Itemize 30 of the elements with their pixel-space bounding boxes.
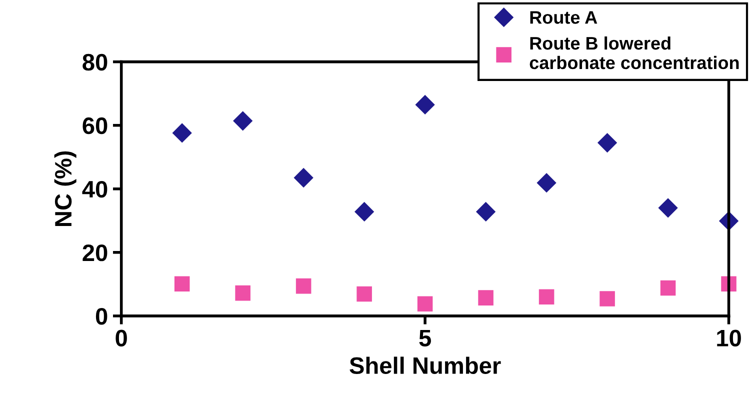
point: [354, 202, 374, 222]
point: [294, 168, 314, 188]
x-tick-label: 0: [116, 330, 127, 346]
point: [537, 173, 556, 192]
point: [598, 133, 617, 152]
point: [235, 285, 250, 301]
point: [660, 280, 676, 296]
y-tick-label: 40: [82, 180, 108, 198]
legend-label: Route A: [530, 11, 598, 24]
point: [538, 289, 554, 305]
point: [172, 123, 192, 142]
point: [658, 198, 678, 218]
y-tick-label: 20: [82, 244, 108, 262]
y-tick-label: 0: [96, 308, 108, 325]
point: [174, 276, 190, 292]
point: [417, 296, 433, 312]
x-tick-label: 5: [419, 330, 431, 346]
point: [233, 111, 252, 130]
y-tick-label: 80: [82, 54, 108, 71]
point: [600, 291, 615, 306]
point: [356, 286, 372, 302]
point: [296, 278, 312, 294]
y-axis-title: NC (%): [54, 151, 76, 226]
point: [416, 95, 435, 114]
x-tick-label: 10: [717, 330, 741, 346]
x-axis-title: Shell Number: [350, 356, 501, 374]
legend-label: Route B lowered carbonate concentration: [530, 36, 739, 70]
point: [478, 290, 494, 306]
point: [476, 202, 496, 222]
y-tick-label: 60: [82, 117, 108, 134]
